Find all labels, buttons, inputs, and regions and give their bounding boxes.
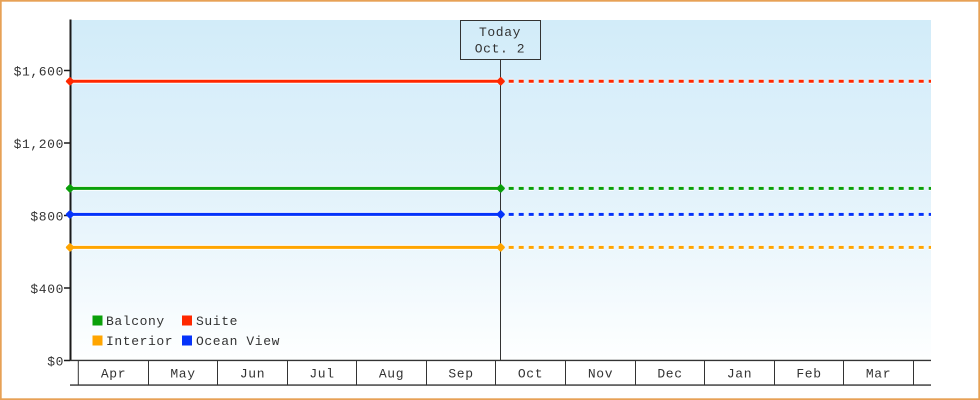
svg-text:$0: $0	[47, 355, 64, 370]
svg-text:Ocean View: Ocean View	[196, 334, 280, 349]
svg-text:Feb: Feb	[796, 367, 821, 382]
svg-text:May: May	[170, 367, 195, 382]
svg-text:$1,200: $1,200	[14, 137, 64, 152]
svg-text:Interior: Interior	[106, 334, 173, 349]
svg-text:Jan: Jan	[727, 367, 752, 382]
svg-text:$1,600: $1,600	[14, 65, 64, 80]
svg-text:Nov: Nov	[588, 367, 613, 382]
svg-text:Sep: Sep	[448, 367, 473, 382]
svg-text:Oct: Oct	[518, 367, 543, 382]
svg-text:$800: $800	[30, 210, 64, 225]
svg-text:Mar: Mar	[866, 367, 891, 382]
svg-text:Aug: Aug	[379, 367, 404, 382]
svg-text:$400: $400	[30, 282, 64, 297]
svg-text:Jul: Jul	[309, 367, 334, 382]
svg-text:Apr: Apr	[101, 367, 126, 382]
svg-text:Suite: Suite	[196, 314, 238, 329]
svg-text:Balcony: Balcony	[106, 314, 165, 329]
svg-text:Jun: Jun	[240, 367, 265, 382]
svg-text:Today: Today	[479, 25, 521, 40]
svg-text:Dec: Dec	[657, 367, 682, 382]
svg-text:Oct. 2: Oct. 2	[475, 42, 525, 57]
